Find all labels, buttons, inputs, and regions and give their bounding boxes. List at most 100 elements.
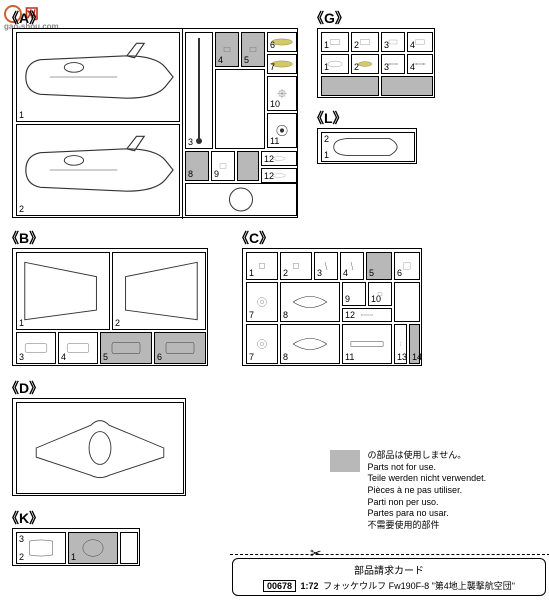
- legend-line: Partes para no usar.: [368, 508, 487, 520]
- part-cell: 1: [321, 32, 349, 52]
- sprue-l-frame: 12: [317, 128, 417, 164]
- part-number: 13: [397, 352, 407, 362]
- part-number: 1: [324, 40, 329, 50]
- sprue-c-frame: 12 3 4 5 6 7 8 910 12 7 8 11 13 14: [242, 248, 422, 366]
- card-name: フォッケウルフ Fw190F-8 "第4地上襲撃航空団": [323, 581, 515, 591]
- part-cell: 12: [321, 132, 415, 162]
- part-number: 2: [19, 204, 24, 214]
- part-number: 8: [283, 352, 288, 362]
- part-cell: 12: [342, 308, 392, 322]
- sprue-d-label: 《D》: [5, 378, 43, 398]
- part-cell: 2: [351, 32, 379, 52]
- part-number: 11: [345, 352, 354, 362]
- sprue-k-frame: 231: [12, 528, 140, 566]
- part-cell: 2: [16, 124, 180, 216]
- sprue-a-frame: 12345671011891212: [12, 28, 298, 218]
- part-cell: [185, 183, 297, 216]
- part-cell: 1: [16, 32, 180, 122]
- part-cell: 12: [261, 151, 297, 166]
- part-cell: 3: [314, 252, 338, 280]
- part-number: 3: [384, 62, 389, 72]
- part-cell: 12: [261, 168, 297, 183]
- part-cell: 3: [381, 32, 405, 52]
- part-number: 7: [249, 310, 254, 320]
- part-cell: 4: [215, 32, 239, 67]
- part-number: 8: [283, 310, 288, 320]
- part-cell: 7: [246, 282, 278, 322]
- part-cell: 6: [267, 32, 297, 52]
- part-number: 12: [345, 310, 355, 320]
- part-cell: 1: [16, 252, 110, 330]
- card-scale: 1:72: [301, 581, 319, 591]
- legend-line: 不需要使用的部件: [368, 520, 487, 532]
- sprue-b-frame: 123456: [12, 248, 208, 366]
- legend-line: Teile werden nicht verwendet.: [368, 473, 487, 485]
- part-cell: 6: [394, 252, 420, 280]
- part-cell: 8: [280, 282, 340, 322]
- legend-line: Parts not for use.: [368, 462, 487, 474]
- part-number: 2: [19, 552, 24, 562]
- part-cell: 9: [211, 151, 235, 181]
- sprue-g-frame: 12341234: [317, 28, 435, 98]
- sprue-a-label: 《A》: [5, 8, 43, 28]
- legend-line: Parti non per uso.: [368, 497, 487, 509]
- part-number: 10: [270, 99, 280, 109]
- part-cell: 11: [267, 113, 297, 148]
- sprue-l-label: 《L》: [310, 108, 347, 128]
- part-cell: 9: [342, 282, 366, 306]
- part-number-sub: 2: [324, 134, 329, 144]
- part-number: 12: [264, 154, 274, 164]
- cut-line: [230, 554, 549, 555]
- part-cell: [321, 76, 379, 96]
- part-number: 3: [19, 352, 24, 362]
- legend: の部品は使用しません。 Parts not for use. Teile wer…: [330, 450, 530, 532]
- part-cell: 10: [368, 282, 392, 306]
- part-number: 12: [264, 171, 274, 181]
- legend-line: Pièces à ne pas utiliser.: [368, 485, 487, 497]
- part-number: 1: [19, 318, 24, 328]
- part-cell: [394, 282, 420, 322]
- part-number: 2: [115, 318, 120, 328]
- part-cell: 14: [409, 324, 420, 364]
- part-cell: 1: [246, 252, 278, 280]
- part-cell: 4: [340, 252, 364, 280]
- part-cell: [120, 532, 138, 564]
- part-number: 6: [270, 40, 275, 50]
- part-number: 4: [410, 40, 415, 50]
- part-number: 1: [324, 62, 329, 72]
- part-number: 1: [19, 110, 24, 120]
- part-cell: 6: [154, 332, 206, 364]
- part-cell: 4: [58, 332, 98, 364]
- part-number: 5: [244, 55, 249, 65]
- part-number: 6: [157, 352, 162, 362]
- part-cell: 8: [185, 151, 209, 181]
- part-cell: 1: [321, 54, 349, 74]
- sprue-k-label: 《K》: [5, 508, 43, 528]
- part-number: 9: [214, 169, 219, 179]
- part-number: 2: [283, 268, 288, 278]
- sprue-g-label: 《G》: [310, 8, 349, 28]
- part-number: 7: [270, 62, 275, 72]
- legend-text-block: の部品は使用しません。 Parts not for use. Teile wer…: [368, 450, 487, 532]
- part-cell: 4: [407, 54, 433, 74]
- part-cell: 1: [68, 532, 118, 564]
- part-number: 5: [369, 268, 374, 278]
- part-number: 8: [188, 169, 193, 179]
- part-cell: 2: [280, 252, 312, 280]
- sprue-d-frame: [12, 398, 186, 496]
- part-number: 4: [61, 352, 66, 362]
- part-cell: 11: [342, 324, 392, 364]
- part-cell: 5: [241, 32, 265, 67]
- part-cell: [16, 402, 184, 494]
- part-cell: 13: [394, 324, 407, 364]
- part-number: 7: [249, 352, 254, 362]
- part-number: 1: [324, 150, 329, 160]
- part-cell: 8: [280, 324, 340, 364]
- part-number: 3: [317, 268, 322, 278]
- part-cell: 2: [112, 252, 206, 330]
- part-number: 3: [188, 137, 193, 147]
- part-number: 14: [412, 352, 422, 362]
- part-number: 4: [343, 268, 348, 278]
- part-cell: 3: [185, 32, 213, 149]
- card-title: 部品請求カード: [354, 566, 424, 577]
